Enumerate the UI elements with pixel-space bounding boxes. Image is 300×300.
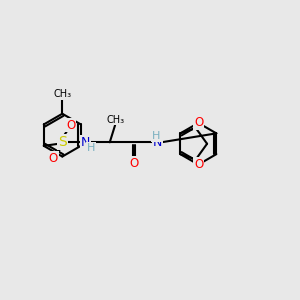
Text: H: H xyxy=(152,131,160,141)
Text: O: O xyxy=(194,158,203,171)
Text: O: O xyxy=(49,152,58,165)
Text: N: N xyxy=(81,136,90,149)
Text: O: O xyxy=(66,118,75,131)
Text: O: O xyxy=(194,116,203,129)
Text: O: O xyxy=(130,157,139,169)
Text: H: H xyxy=(87,142,95,153)
Text: N: N xyxy=(153,136,162,149)
Text: S: S xyxy=(58,135,67,149)
Text: CH₃: CH₃ xyxy=(107,115,125,125)
Text: CH₃: CH₃ xyxy=(53,89,71,99)
